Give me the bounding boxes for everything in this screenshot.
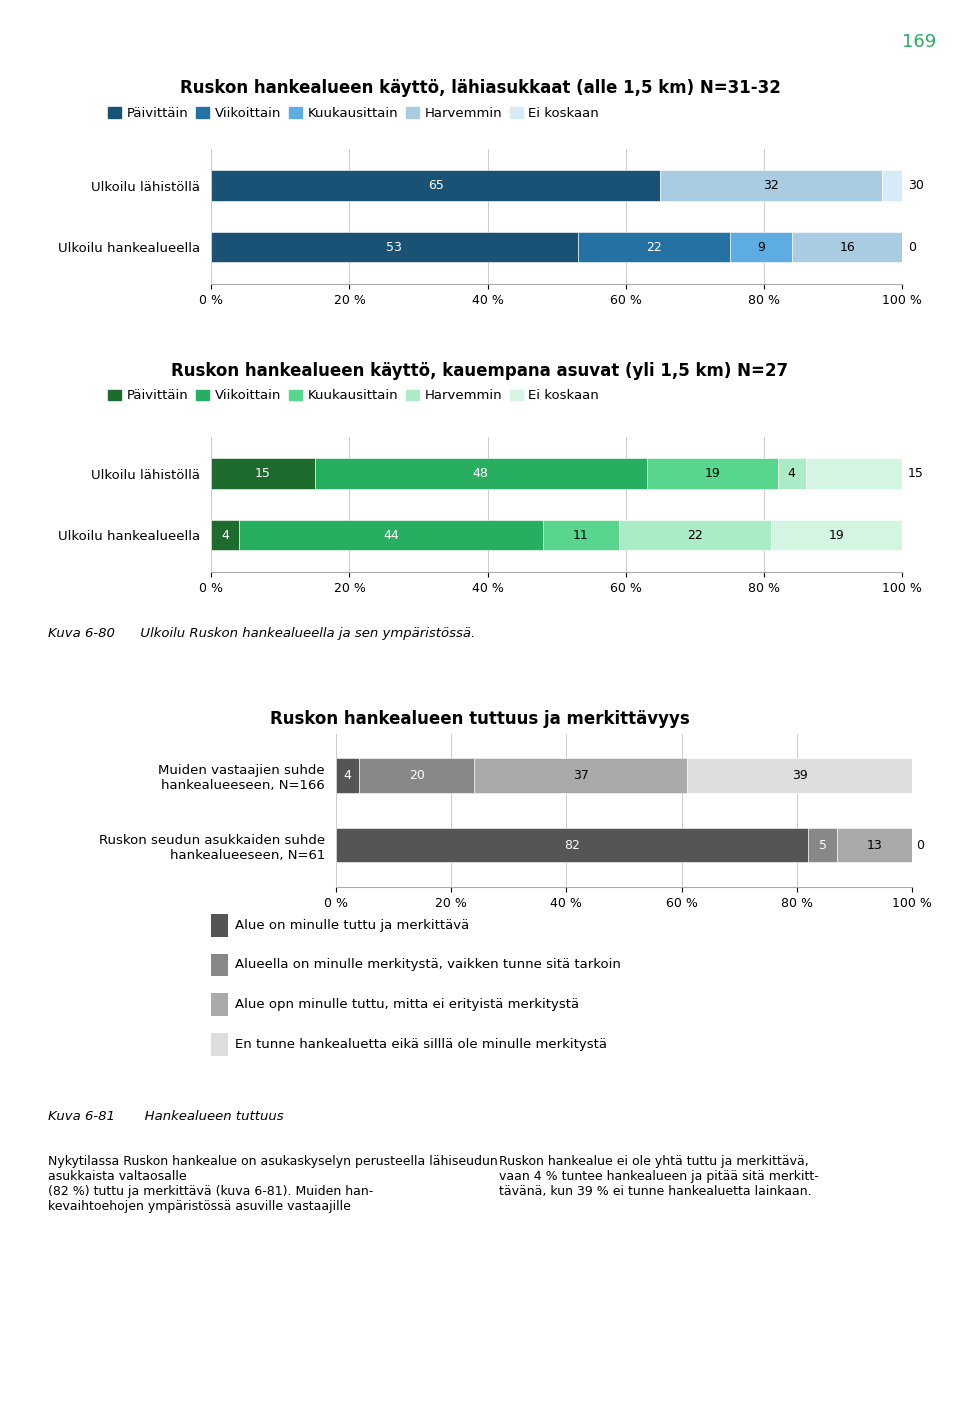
Text: 4: 4 <box>788 467 796 480</box>
Text: 15: 15 <box>908 467 924 480</box>
Text: 0: 0 <box>917 839 924 851</box>
Text: 30: 30 <box>908 179 924 192</box>
Text: 19: 19 <box>828 529 845 542</box>
Legend: Päivittäin, Viikoittain, Kuukausittain, Harvemmin, Ei koskaan: Päivittäin, Viikoittain, Kuukausittain, … <box>103 385 604 407</box>
Text: 169: 169 <box>901 33 936 51</box>
Text: Alueella on minulle merkitystä, vaikken tunne sitä tarkoin: Alueella on minulle merkitystä, vaikken … <box>235 958 621 972</box>
Text: 37: 37 <box>573 769 588 782</box>
Bar <box>771 519 902 551</box>
Bar <box>808 827 837 863</box>
Text: 4: 4 <box>344 769 351 782</box>
Text: 22: 22 <box>687 529 703 542</box>
Text: Nykytilassa Ruskon hankealue on asukaskyselyn perusteella lähiseudun
asukkaista : Nykytilassa Ruskon hankealue on asukasky… <box>48 1155 497 1213</box>
Text: 48: 48 <box>473 467 489 480</box>
Text: 19: 19 <box>705 467 720 480</box>
Text: 5: 5 <box>819 839 827 851</box>
Text: Kuva 6-80      Ulkoilu Ruskon hankealueella ja sen ympäristössä.: Kuva 6-80 Ulkoilu Ruskon hankealueella j… <box>48 627 475 640</box>
Text: 82: 82 <box>564 839 580 851</box>
Bar <box>211 170 660 201</box>
Bar <box>543 519 619 551</box>
Bar <box>211 231 578 263</box>
Text: 15: 15 <box>255 467 271 480</box>
Bar <box>687 758 912 793</box>
Bar <box>315 458 647 490</box>
Text: 22: 22 <box>646 241 661 254</box>
Bar <box>805 458 902 490</box>
Text: 20: 20 <box>409 769 424 782</box>
Bar <box>647 458 778 490</box>
Text: Alue opn minulle tuttu, mitta ei erityistä merkitystä: Alue opn minulle tuttu, mitta ei erityis… <box>235 998 579 1012</box>
Text: 53: 53 <box>387 241 402 254</box>
Text: 65: 65 <box>428 179 444 192</box>
Bar <box>474 758 687 793</box>
Bar <box>660 170 881 201</box>
Text: 11: 11 <box>573 529 588 542</box>
Bar <box>730 231 792 263</box>
Text: 32: 32 <box>763 179 779 192</box>
Text: 4: 4 <box>221 529 229 542</box>
Bar <box>619 519 771 551</box>
Text: En tunne hankealuetta eikä silllä ole minulle merkitystä: En tunne hankealuetta eikä silllä ole mi… <box>235 1037 608 1051</box>
Text: 0: 0 <box>908 241 916 254</box>
Text: 13: 13 <box>867 839 882 851</box>
Bar <box>239 519 543 551</box>
Text: Ruskon hankealue ei ole yhtä tuttu ja merkittävä,
vaan 4 % tuntee hankealueen ja: Ruskon hankealue ei ole yhtä tuttu ja me… <box>499 1155 819 1198</box>
Text: Ruskon hankealueen käyttö, lähiasukkaat (alle 1,5 km) N=31-32: Ruskon hankealueen käyttö, lähiasukkaat … <box>180 79 780 98</box>
Text: 39: 39 <box>792 769 807 782</box>
Bar <box>837 827 912 863</box>
Text: 9: 9 <box>756 241 765 254</box>
Bar <box>211 458 315 490</box>
Text: Ruskon hankealueen tuttuus ja merkittävyys: Ruskon hankealueen tuttuus ja merkittävy… <box>270 710 690 728</box>
Bar <box>336 758 359 793</box>
Bar <box>359 758 474 793</box>
Text: 16: 16 <box>839 241 855 254</box>
Legend: Päivittäin, Viikoittain, Kuukausittain, Harvemmin, Ei koskaan: Päivittäin, Viikoittain, Kuukausittain, … <box>103 102 604 125</box>
Text: Alue on minulle tuttu ja merkittävä: Alue on minulle tuttu ja merkittävä <box>235 918 469 932</box>
Bar <box>211 519 239 551</box>
Bar <box>792 231 902 263</box>
Bar <box>881 170 902 201</box>
Text: Kuva 6-81       Hankealueen tuttuus: Kuva 6-81 Hankealueen tuttuus <box>48 1110 283 1122</box>
Bar <box>336 827 808 863</box>
Bar <box>578 231 730 263</box>
Text: Ruskon hankealueen käyttö, kauempana asuvat (yli 1,5 km) N=27: Ruskon hankealueen käyttö, kauempana asu… <box>172 362 788 380</box>
Bar <box>778 458 805 490</box>
Text: 44: 44 <box>383 529 398 542</box>
